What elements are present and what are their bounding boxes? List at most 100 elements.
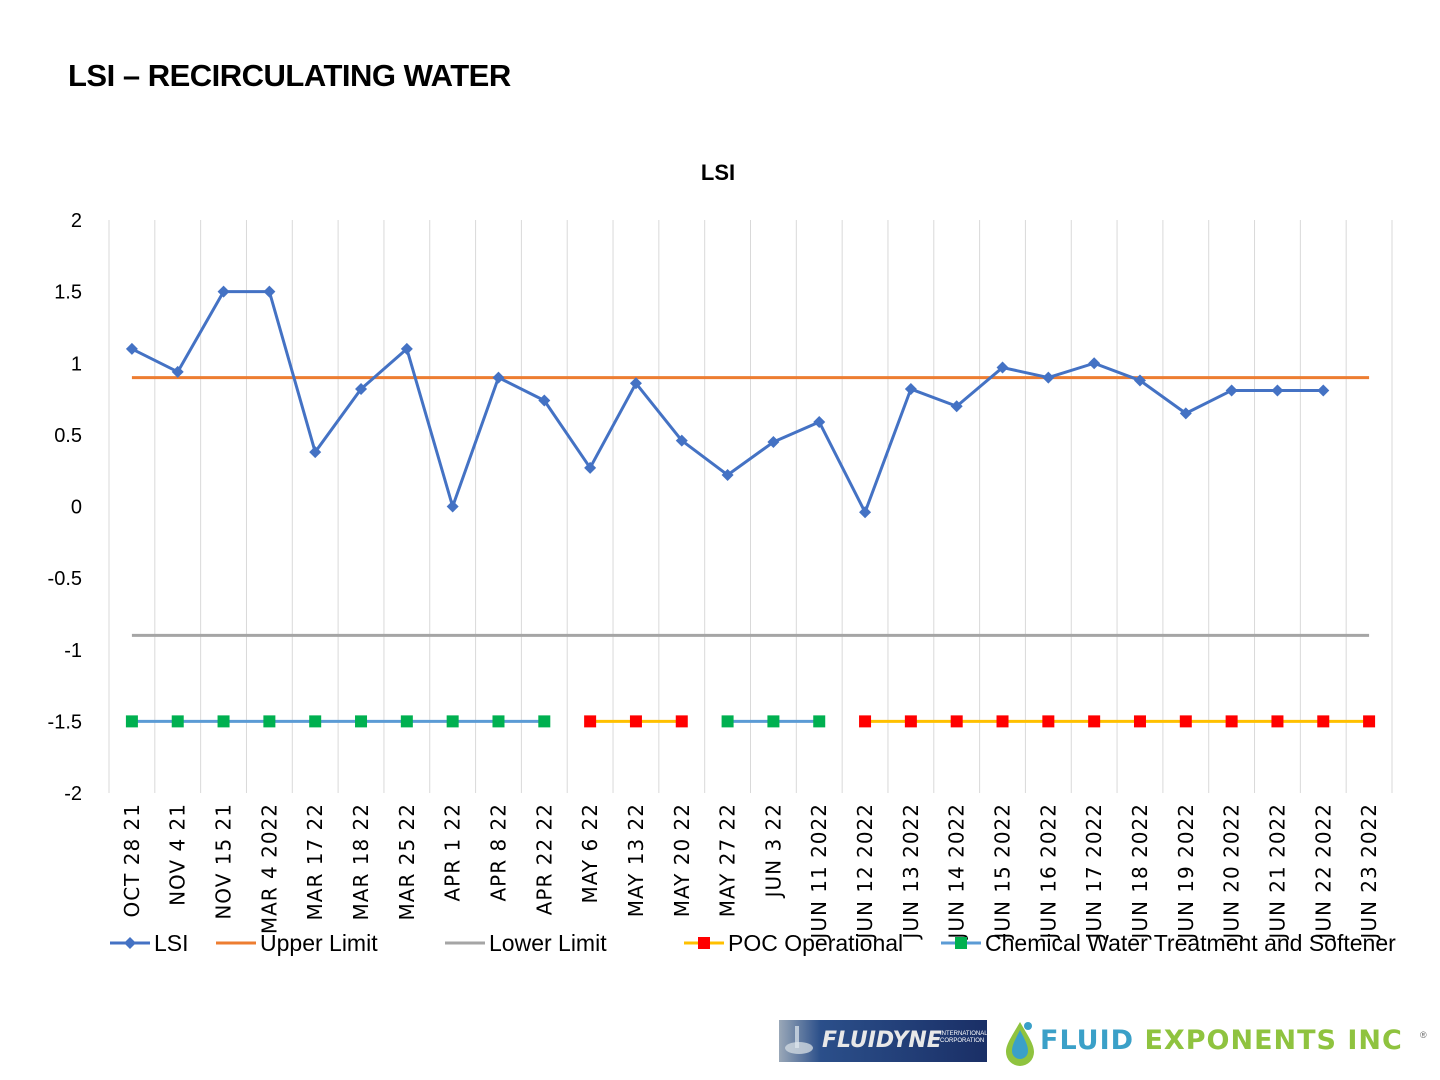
data-point xyxy=(171,365,184,378)
data-point xyxy=(721,715,734,728)
data-point xyxy=(996,361,1009,374)
page-title: LSI – RECIRCULATING WATER xyxy=(68,58,511,93)
x-tick-label: MAR 25 22 xyxy=(395,803,419,920)
legend-item: POC Operational xyxy=(684,930,903,956)
data-point xyxy=(263,285,276,298)
fluidyne-logo-text: FLUIDYNE xyxy=(822,1028,942,1053)
x-tick-label: NOV 4 21 xyxy=(166,803,190,906)
legend-item: Upper Limit xyxy=(216,930,378,956)
y-axis: 2 1.5 1 0.5 0 -0.5 -1 -1.5 -2 xyxy=(48,210,82,805)
data-point xyxy=(950,400,963,413)
data-point xyxy=(1271,715,1284,728)
fluidyne-logo-subtext: INTERNATIONAL CORPORATION xyxy=(940,1031,988,1044)
data-point xyxy=(1179,715,1192,728)
data-point xyxy=(263,715,276,728)
x-tick-label: JUN 13 2022 xyxy=(899,803,923,941)
fluid-exponents-logo-text: FLUID EXPONENTS INC xyxy=(1040,1025,1403,1056)
x-tick-label: MAY 6 22 xyxy=(578,803,602,904)
data-point xyxy=(1133,374,1146,387)
x-tick-label: APR 1 22 xyxy=(441,803,465,902)
x-tick-label: JUN 16 2022 xyxy=(1036,803,1060,941)
legend-marker xyxy=(124,937,136,949)
data-point xyxy=(1179,407,1192,420)
chart-title: LSI xyxy=(701,160,735,185)
x-tick-label: JUN 12 2022 xyxy=(853,803,877,941)
data-point xyxy=(584,715,597,728)
x-tick-label: JUN 23 2022 xyxy=(1357,803,1381,941)
x-tick-label: MAY 27 22 xyxy=(716,803,740,917)
y-tick-label: -0.5 xyxy=(48,568,82,590)
data-point xyxy=(125,715,138,728)
x-tick-label: NOV 15 21 xyxy=(212,803,236,920)
y-tick-label: 1.5 xyxy=(54,282,82,304)
data-point xyxy=(904,383,917,396)
data-point xyxy=(538,715,551,728)
legend-item: LSI xyxy=(110,930,189,956)
legend-item: Lower Limit xyxy=(445,930,607,956)
x-tick-label: JUN 18 2022 xyxy=(1128,803,1152,941)
data-point xyxy=(629,715,642,728)
grid xyxy=(108,220,1393,793)
data-point xyxy=(492,715,505,728)
data-point xyxy=(813,715,826,728)
fe-trademark: ® xyxy=(1420,1030,1427,1040)
legend-item: Chemical Water Treatment and Softener xyxy=(941,930,1396,956)
data-point xyxy=(904,715,917,728)
x-tick-label: MAR 17 22 xyxy=(303,803,327,920)
legend-label: POC Operational xyxy=(728,930,903,956)
data-point xyxy=(1042,715,1055,728)
x-tick-label: JUN 15 2022 xyxy=(991,803,1015,941)
data-point xyxy=(309,446,322,459)
x-tick-label: MAR 4 2022 xyxy=(257,803,281,934)
fe-text-part3: INC xyxy=(1336,1025,1403,1056)
legend: LSI Upper Limit Lower Limit POC Operational… xyxy=(110,930,1396,956)
data-point xyxy=(1363,715,1376,728)
x-tick-label: APR 8 22 xyxy=(486,803,510,902)
x-tick-label: JUN 17 2022 xyxy=(1082,803,1106,941)
legend-label: Upper Limit xyxy=(260,930,378,956)
data-point xyxy=(1042,371,1055,384)
data-point xyxy=(355,715,368,728)
data-point xyxy=(1088,715,1101,728)
legend-marker xyxy=(698,937,710,949)
data-point xyxy=(1225,715,1238,728)
data-point xyxy=(355,383,368,396)
data-point xyxy=(675,434,688,447)
lsi-chart: LSI 2 1.5 1 0.5 0 -0.5 -1 -1.5 -2 OCT 28 21 NOV 4… xyxy=(48,160,1397,956)
x-tick-label: JUN 21 2022 xyxy=(1265,803,1289,941)
data-point xyxy=(721,468,734,481)
legend-label: Lower Limit xyxy=(489,930,607,956)
data-point xyxy=(1225,384,1238,397)
data-point xyxy=(171,715,184,728)
y-tick-label: 0 xyxy=(71,497,82,519)
data-point xyxy=(996,715,1009,728)
data-point xyxy=(400,715,413,728)
x-tick-label: OCT 28 21 xyxy=(120,803,144,918)
x-tick-label: JUN 14 2022 xyxy=(945,803,969,941)
data-point xyxy=(1133,715,1146,728)
fe-text-part1: FLUID xyxy=(1040,1025,1145,1056)
x-tick-label: JUN 11 2022 xyxy=(807,803,831,941)
x-tick-label: JUN 20 2022 xyxy=(1220,803,1244,941)
data-point xyxy=(675,715,688,728)
data-point xyxy=(446,715,459,728)
data-point xyxy=(309,715,322,728)
data-point xyxy=(1271,384,1284,397)
x-tick-label: JUN 22 2022 xyxy=(1311,803,1335,941)
legend-marker xyxy=(955,937,967,949)
series-lsi xyxy=(125,285,1330,519)
x-tick-label: JUN 19 2022 xyxy=(1174,803,1198,941)
data-point xyxy=(859,715,872,728)
x-tick-label: MAY 20 22 xyxy=(670,803,694,917)
data-point xyxy=(950,715,963,728)
data-point xyxy=(1317,715,1330,728)
y-tick-label: -2 xyxy=(64,783,82,805)
x-axis: OCT 28 21 NOV 4 21 NOV 15 21 MAR 4 2022 MAR … xyxy=(120,803,1381,941)
data-point xyxy=(217,715,230,728)
x-tick-label: APR 22 22 xyxy=(532,803,556,915)
y-tick-label: -1 xyxy=(64,640,82,662)
data-point xyxy=(584,461,597,474)
legend-label: LSI xyxy=(154,930,189,956)
fe-text-part2: EXPONENTS xyxy=(1144,1025,1337,1056)
data-point xyxy=(400,342,413,355)
